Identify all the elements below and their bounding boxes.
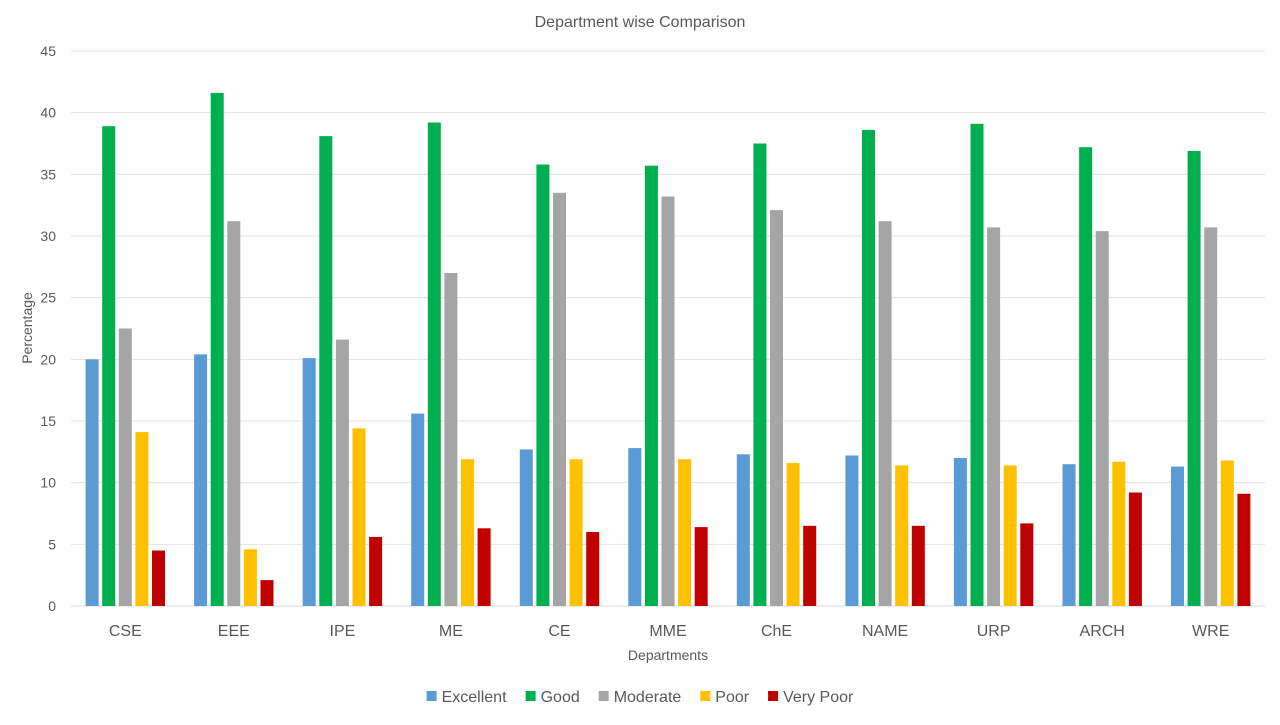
legend: Excellent Good Moderate Poor Very Poor [426, 689, 854, 706]
bar-poor [569, 459, 583, 606]
bar-moderate [987, 227, 1001, 606]
legend-label: Very Poor [783, 689, 854, 706]
bar-very-poor [1237, 493, 1251, 606]
y-tick-label: 35 [40, 166, 56, 182]
bar-poor [678, 459, 692, 606]
bar-moderate [444, 273, 458, 606]
bar-good [319, 136, 333, 606]
bar-very-poor [1020, 523, 1034, 606]
x-axis-ticks: CSE EEE IPE ME CE MME ChE NAME URP ARCH WRE [109, 623, 1230, 640]
bar-very-poor [260, 580, 274, 606]
bar-moderate [335, 339, 349, 606]
x-tick-label: CSE [109, 623, 142, 640]
bar-poor [243, 549, 257, 606]
bar-good [1079, 147, 1093, 606]
bar-excellent [302, 358, 316, 606]
x-tick-label: URP [977, 623, 1011, 640]
y-tick-label: 0 [48, 598, 56, 614]
bar-excellent [519, 449, 533, 606]
x-tick-label: CE [548, 623, 570, 640]
bar-poor [461, 459, 474, 606]
legend-label: Poor [715, 689, 749, 706]
bar-poor [135, 432, 149, 606]
bar-excellent [411, 413, 425, 606]
legend-label: Good [541, 689, 580, 706]
x-tick-label: WRE [1192, 623, 1229, 640]
bar-very-poor [586, 532, 600, 606]
y-tick-label: 15 [40, 413, 56, 429]
bar-good [427, 122, 441, 606]
y-tick-label: 10 [40, 475, 56, 491]
bar-excellent [1062, 464, 1076, 606]
bar-moderate [661, 196, 675, 606]
bar-excellent [953, 458, 967, 606]
legend-swatch [525, 691, 536, 701]
bar-poor [786, 462, 800, 606]
bar-moderate [770, 210, 783, 606]
legend-label: Moderate [614, 689, 682, 706]
y-tick-label: 25 [40, 290, 56, 306]
bar-excellent [736, 454, 750, 606]
bar-good [970, 123, 984, 607]
bar-moderate [118, 328, 132, 606]
bar-excellent [194, 354, 208, 606]
bar-moderate [1095, 231, 1109, 606]
bar-moderate [553, 192, 566, 607]
bar-good [862, 129, 875, 606]
bar-good [536, 164, 550, 606]
y-tick-label: 30 [40, 228, 56, 244]
bar-moderate [1204, 227, 1218, 606]
x-tick-label: EEE [218, 623, 250, 640]
bar-very-poor [1128, 492, 1142, 606]
bar-very-poor [152, 550, 165, 606]
legend-swatch [426, 691, 437, 701]
y-axis-ticks: 0 5 10 15 20 25 30 35 40 45 [40, 43, 56, 614]
bars [85, 92, 1251, 607]
y-tick-label: 45 [40, 43, 56, 59]
x-tick-label: NAME [862, 623, 908, 640]
bar-very-poor [369, 536, 383, 606]
bar-excellent [85, 359, 99, 606]
x-tick-label: ChE [761, 623, 792, 640]
legend-swatch [700, 691, 711, 701]
bar-good [753, 143, 767, 606]
bar-very-poor [911, 525, 925, 606]
x-tick-label: ME [439, 623, 463, 640]
y-tick-label: 20 [40, 351, 56, 367]
x-tick-label: ARCH [1080, 623, 1125, 640]
x-tick-label: MME [649, 623, 686, 640]
bar-poor [1003, 465, 1017, 606]
x-tick-label: IPE [330, 623, 356, 640]
bar-excellent [1171, 466, 1184, 606]
bar-good [644, 165, 658, 606]
bar-poor [1112, 461, 1126, 606]
bar-very-poor [694, 527, 708, 606]
bar-excellent [845, 455, 859, 606]
bar-poor [352, 428, 366, 606]
legend-swatch [598, 691, 609, 701]
bar-moderate [227, 221, 241, 606]
legend-swatch [768, 691, 779, 701]
bar-very-poor [477, 528, 491, 606]
y-tick-label: 40 [40, 105, 56, 121]
bar-poor [1220, 460, 1234, 606]
bar-moderate [878, 221, 892, 606]
x-axis-title: Departments [628, 647, 708, 663]
chart-title: Department wise Comparison [535, 14, 746, 31]
bar-very-poor [803, 525, 817, 606]
bar-good [210, 92, 224, 606]
y-axis-title: Percentage [19, 292, 35, 364]
y-tick-label: 5 [48, 536, 56, 552]
bar-good [1187, 150, 1201, 606]
legend-label: Excellent [442, 689, 507, 706]
bar-excellent [628, 448, 642, 606]
bar-good [102, 126, 116, 606]
bar-poor [895, 465, 909, 606]
